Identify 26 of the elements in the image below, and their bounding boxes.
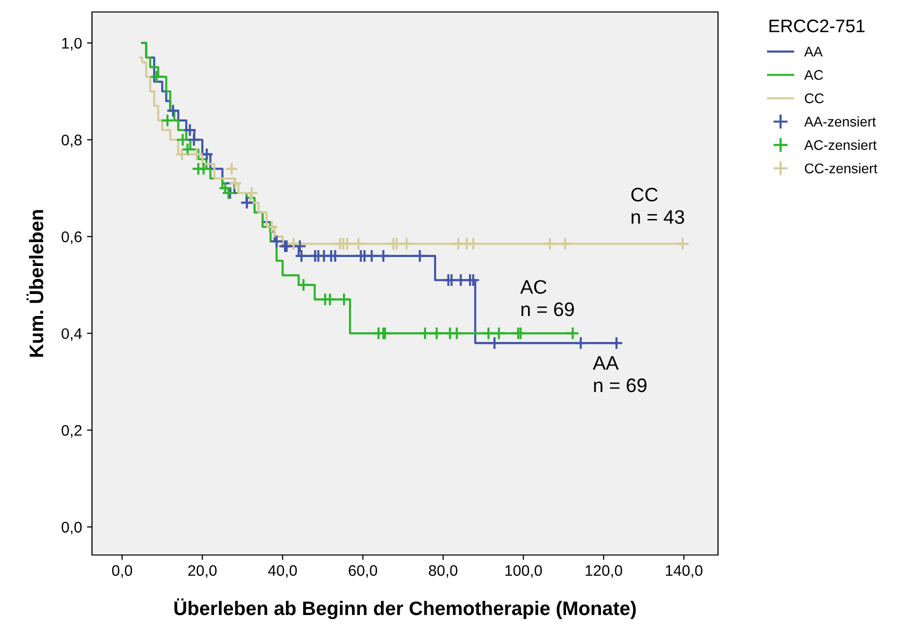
y-tick-label: 0,4 (62, 328, 82, 341)
legend-label: AC (804, 70, 823, 80)
x-tick-label: 40,0 (268, 565, 297, 578)
x-tick-label: 0,0 (112, 565, 132, 578)
annotation: AA n = 69 (592, 356, 646, 392)
legend-label: AC-zensiert (804, 140, 877, 150)
y-tick-label: 0,2 (62, 425, 82, 438)
x-tick-label: 80,0 (428, 565, 458, 578)
legend-label: AA (804, 46, 823, 56)
legend-title: ERCC2-751 (770, 20, 865, 32)
y-tick-label: 0,6 (62, 231, 82, 244)
x-axis-title: Überleben ab Beginn der Chemotherapie (Monate) (174, 598, 636, 620)
annotation: CC n = 43 (631, 188, 684, 224)
y-tick-label: 1,0 (62, 38, 82, 50)
y-axis-title: Kum. Überleben (26, 210, 44, 357)
x-tick-label: 140,0 (666, 565, 702, 578)
legend-label: AA-zensiert (804, 116, 876, 127)
x-tick-label: 60,0 (348, 565, 378, 578)
legend-label: CC-zensiert (804, 163, 878, 174)
legend-label: CC (804, 93, 824, 104)
x-tick-label: 100,0 (505, 565, 542, 578)
y-tick-label: 0,0 (62, 522, 82, 534)
y-tick-label: 0,8 (62, 134, 82, 148)
annotation: AC n = 69 (520, 280, 574, 316)
x-tick-label: 20,0 (188, 565, 217, 578)
x-tick-label: 120,0 (586, 565, 622, 578)
